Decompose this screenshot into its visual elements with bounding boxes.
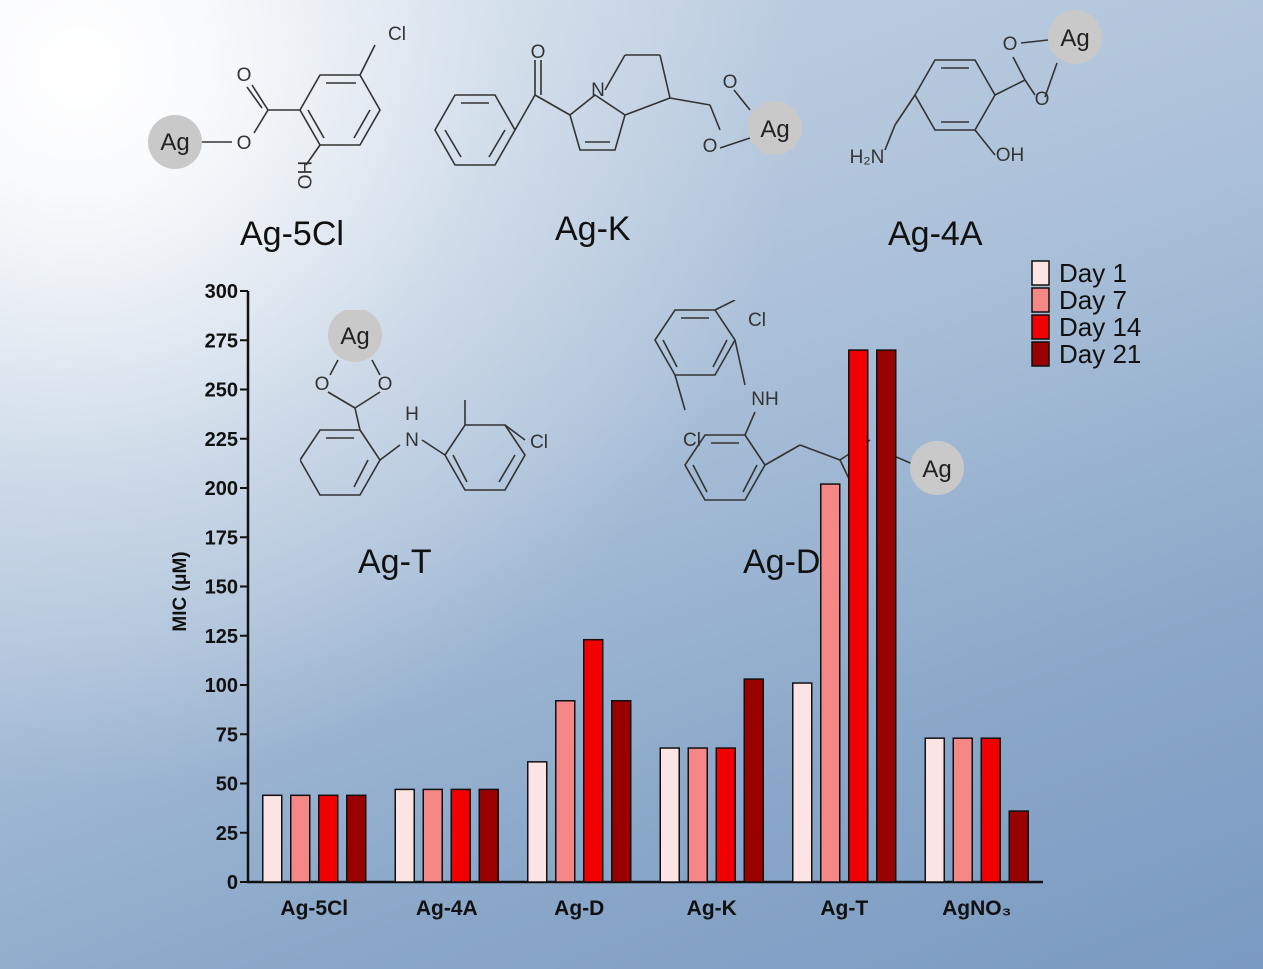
- x-tick-label: Ag-4A: [416, 897, 478, 920]
- svg-text:O: O: [315, 374, 330, 395]
- bar-ag-k-day-7: [687, 747, 708, 883]
- legend-label: Day 14: [1059, 312, 1141, 342]
- atom-nh: NH: [751, 389, 778, 410]
- svg-text:O: O: [237, 65, 252, 86]
- atom-n: N: [591, 80, 605, 101]
- bar-ag-d-day-7: [555, 700, 576, 883]
- bar-ag-k-day-14: [715, 747, 736, 883]
- svg-text:Cl: Cl: [683, 430, 701, 451]
- legend-label: Day 7: [1059, 285, 1127, 315]
- x-tick-label: Ag-5Cl: [280, 897, 348, 920]
- svg-text:Ag: Ag: [922, 456, 951, 483]
- bar-ag-k-day-21: [743, 678, 764, 883]
- bar-ag-5cl-day-21: [346, 794, 367, 883]
- structure-ag-5cl: Ag O O Cl HO: [148, 24, 406, 190]
- y-tick-label: 250: [205, 380, 238, 402]
- y-tick-label: 300: [205, 281, 238, 303]
- legend-swatch: [1031, 314, 1050, 340]
- y-tick-label: 50: [216, 774, 238, 796]
- bar-ag-5cl-day-7: [290, 794, 311, 883]
- structure-ag-4a: Ag O O OH H₂N: [850, 10, 1102, 168]
- atom-oh: OH: [996, 145, 1025, 166]
- y-tick-label: 0: [227, 872, 238, 894]
- bar-ag-4a-day-14: [450, 788, 471, 883]
- bar-ag-t-day-7: [820, 483, 841, 883]
- structure-ag-t: Ag O O H N Cl: [300, 310, 548, 496]
- y-tick-label: 225: [205, 429, 238, 451]
- y-tick-label: 275: [205, 330, 238, 352]
- bar-ag-t-day-14: [848, 349, 869, 883]
- svg-text:O: O: [723, 72, 738, 93]
- atom-ho: HO: [293, 161, 314, 190]
- x-tick-label: Ag-K: [687, 897, 737, 920]
- bar-ag-k-day-1: [659, 747, 680, 883]
- bar-ag-d-day-14: [583, 638, 604, 883]
- caption-ag-d: Ag-D: [743, 543, 821, 581]
- legend-label: Day 21: [1059, 339, 1141, 369]
- svg-text:Ag: Ag: [340, 323, 369, 350]
- chart-bars: [262, 349, 1029, 883]
- atom-ag: Ag: [160, 129, 189, 156]
- y-tick-label: 125: [205, 626, 238, 648]
- chart-axes: 0 25 50 75 100 125 150 175 200 225 250 275 300 MIC (μ…: [170, 281, 1043, 920]
- x-tick-label: Ag-D: [554, 897, 604, 920]
- bar-ag-d-day-1: [527, 761, 548, 883]
- atom-o: O: [237, 133, 252, 154]
- svg-text:Ag: Ag: [760, 116, 789, 143]
- bar-agno3-day-21: [1008, 810, 1029, 883]
- svg-text:O: O: [378, 374, 393, 395]
- svg-text:O: O: [1003, 34, 1018, 55]
- svg-text:Cl: Cl: [530, 432, 548, 453]
- bar-ag-5cl-day-14: [318, 794, 339, 883]
- legend-label: Day 1: [1059, 258, 1127, 288]
- atom-h: H: [405, 404, 419, 425]
- atom-cl: Cl: [388, 24, 406, 45]
- svg-text:Cl: Cl: [748, 310, 766, 331]
- bar-agno3-day-14: [980, 737, 1001, 883]
- bar-agno3-day-1: [924, 737, 945, 883]
- caption-ag-t: Ag-T: [358, 543, 432, 581]
- caption-ag-5cl: Ag-5Cl: [240, 215, 344, 253]
- legend-swatch: [1031, 341, 1050, 367]
- y-tick-label: 200: [205, 478, 238, 500]
- bar-agno3-day-7: [952, 737, 973, 883]
- bar-ag-d-day-21: [611, 700, 632, 883]
- x-tick-label: Ag-T: [820, 897, 868, 920]
- svg-text:N: N: [405, 430, 419, 451]
- y-tick-label: 25: [216, 823, 238, 845]
- y-tick-label: 100: [205, 675, 238, 697]
- y-tick-label: 150: [205, 577, 238, 599]
- bar-ag-t-day-21: [876, 349, 897, 883]
- caption-ag-k: Ag-K: [555, 210, 631, 248]
- svg-text:O: O: [703, 136, 718, 157]
- svg-text:Ag: Ag: [1060, 25, 1089, 52]
- legend-swatch: [1031, 260, 1050, 286]
- structure-ag-k: O N O O Ag: [434, 42, 802, 166]
- bar-ag-4a-day-7: [422, 788, 443, 883]
- bar-ag-4a-day-1: [394, 788, 415, 883]
- x-tick-label: AgNO₃: [942, 897, 1011, 920]
- bar-ag-5cl-day-1: [262, 794, 283, 883]
- y-tick-label: 75: [216, 724, 238, 746]
- legend-swatch: [1031, 287, 1050, 313]
- bar-ag-4a-day-21: [478, 788, 499, 883]
- caption-ag-4a: Ag-4A: [888, 215, 983, 253]
- bar-ag-t-day-1: [792, 682, 813, 883]
- atom-h2n: H₂N: [850, 147, 885, 168]
- y-axis-label: MIC (μM): [170, 551, 191, 631]
- y-tick-label: 175: [205, 527, 238, 549]
- svg-text:O: O: [531, 42, 546, 63]
